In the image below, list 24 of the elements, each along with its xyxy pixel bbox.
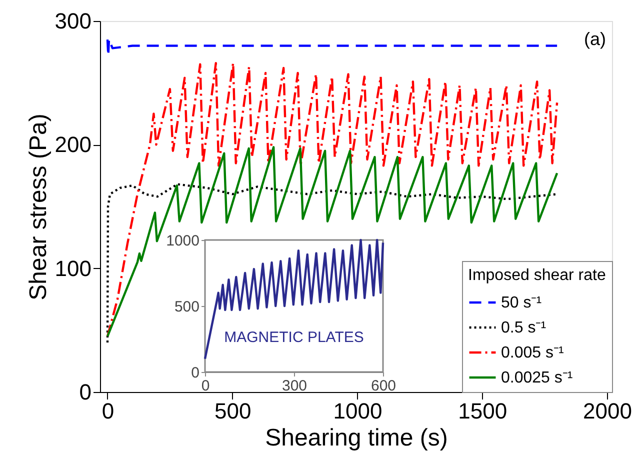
y-tick-label: 500 [174, 298, 200, 316]
y-tick-label: 300 [54, 8, 92, 34]
x-axis-title: Shearing time (s) [265, 424, 448, 452]
line-series [204, 238, 384, 360]
x-tick-label: 0 [201, 378, 210, 394]
legend-label: 0.0025 s⁻¹ [501, 370, 573, 386]
legend-label: 0.005 s⁻¹ [501, 344, 564, 362]
y-tick-label: 100 [54, 256, 92, 281]
x-tick-label: 500 [214, 398, 252, 424]
y-tick-label: 1000 [166, 232, 200, 250]
legend-label: 50 s⁻¹ [501, 294, 542, 312]
y-axis-title: Shear stress (Pa) [24, 114, 52, 300]
x-tick-label: 1000 [333, 398, 382, 424]
x-tick-label: 600 [370, 378, 396, 394]
x-tick-label: 0 [102, 398, 114, 424]
x-tick-label: 1500 [458, 398, 508, 424]
annotation: (a) [584, 29, 606, 49]
annotation: MAGNETIC PLATES [224, 329, 364, 346]
legend-label: 0.5 s⁻¹ [501, 320, 546, 336]
y-tick-label: 0 [191, 364, 200, 382]
x-tick-label: 2000 [583, 398, 632, 424]
y-tick-label: 200 [54, 132, 92, 158]
x-tick-label: 300 [282, 378, 308, 394]
legend-title: Imposed shear rate [468, 267, 606, 284]
